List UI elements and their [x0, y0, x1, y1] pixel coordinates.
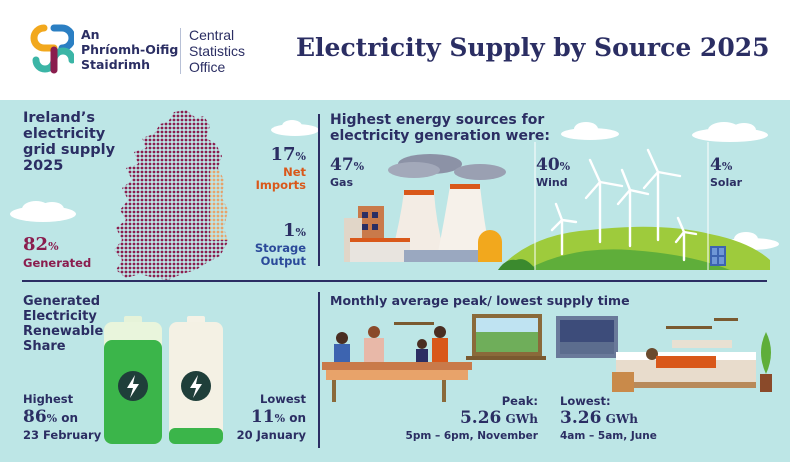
cloud-icon — [271, 120, 319, 136]
lowest-renewable-label: Lowest — [260, 392, 306, 406]
grid-heading-line-4: 2025 — [23, 158, 64, 174]
gas-value: 47 — [330, 155, 354, 175]
lowest-supply-stat: 3.26 GWh — [560, 408, 638, 428]
renewable-heading-line-2: Electricity — [23, 309, 97, 324]
lightning-icon — [127, 375, 139, 398]
battery-low-icon — [169, 316, 223, 444]
sources-heading-line-1: Highest energy sources for — [330, 112, 545, 128]
vertical-divider-bottom — [318, 292, 320, 448]
lowest-renewable-suffix: on — [285, 411, 306, 425]
header: An Phríomh-Oifig Staidrimh Central Stati… — [0, 0, 790, 100]
highest-suffix: on — [57, 411, 79, 425]
generated-label: Generated — [23, 256, 92, 270]
wind-label: Wind — [536, 176, 568, 189]
peak-label: Peak: — [501, 394, 538, 408]
net-imports-unit: % — [295, 150, 306, 163]
net-imports-label-line-1: Net — [283, 165, 306, 179]
lightning-icon — [190, 375, 202, 398]
storage-stat: 1% — [283, 220, 306, 241]
peak-value: 5.26 — [459, 408, 502, 428]
cso-logo-icon — [30, 24, 74, 74]
storage-label-line-2: Output — [260, 254, 306, 268]
cloud-icon — [692, 122, 768, 142]
lowest-supply-unit: GWh — [601, 412, 639, 426]
highest-label: Highest — [23, 392, 74, 406]
peak-time: 5pm – 6pm, November — [405, 430, 538, 442]
lowest-supply-time: 4am – 5am, June — [560, 430, 657, 442]
sources-heading: Highest energy sources for electricity g… — [330, 112, 550, 144]
org-english-line-1: Central — [189, 27, 235, 43]
storage-label: Storage Output — [255, 242, 306, 268]
bedroom-scene-icon — [556, 316, 772, 392]
grid-supply-heading: Ireland’s electricity grid supply 2025 — [23, 110, 115, 174]
wind-unit: % — [559, 160, 571, 173]
wind-stat: 40% — [536, 155, 570, 175]
page-title: Electricity Supply by Source 2025 — [296, 33, 770, 62]
kitchen-scene-icon — [322, 314, 546, 402]
monthly-heading: Monthly average peak/ lowest supply time — [330, 293, 630, 308]
net-imports-label: Net Imports — [256, 166, 306, 192]
solar-stat: 4% — [710, 155, 732, 175]
gas-unit: % — [353, 160, 365, 173]
lowest-supply-value: 3.26 — [560, 408, 602, 428]
highest-unit: % — [46, 412, 58, 425]
org-english-line-2: Statistics — [189, 43, 246, 59]
grid-heading-line-1: Ireland’s — [23, 110, 95, 126]
generated-unit: % — [48, 240, 59, 253]
vertical-divider-top — [318, 114, 320, 266]
solar-panel-icon — [710, 246, 726, 266]
org-name-irish: An Phríomh-Oifig Staidrimh — [81, 27, 178, 72]
cloud-icon — [10, 201, 76, 222]
lowest-renewable-date: 20 January — [236, 428, 306, 442]
solar-label: Solar — [710, 176, 743, 189]
ireland-map-icon — [114, 110, 228, 280]
cloud-icon — [561, 122, 619, 140]
org-irish-line-1: An — [81, 27, 100, 42]
battery-high-icon — [104, 316, 162, 444]
solar-value: 4 — [710, 155, 722, 175]
gas-stat: 47% — [330, 155, 364, 175]
header-divider — [180, 28, 181, 74]
lowest-renewable-unit: % — [274, 412, 286, 425]
wind-turbine-icon — [550, 148, 698, 262]
generated-value: 82 — [23, 234, 49, 255]
grid-heading-line-2: electricity — [23, 126, 106, 142]
highest-date: 23 February — [23, 428, 102, 442]
peak-unit: GWh — [501, 412, 538, 426]
storage-unit: % — [295, 226, 306, 239]
org-irish-line-3: Staidrimh — [81, 57, 151, 72]
storage-label-line-1: Storage — [254, 241, 306, 255]
gas-label: Gas — [330, 176, 353, 189]
net-imports-value: 17 — [270, 144, 296, 165]
renewable-heading-line-1: Generated — [23, 294, 101, 309]
org-irish-line-2: Phríomh-Oifig — [81, 42, 179, 57]
horizontal-divider — [22, 280, 767, 282]
peak-stat: 5.26 GWh — [460, 408, 538, 428]
highest-stat: 86% on — [23, 407, 78, 427]
renewable-heading-line-3: Renewable — [23, 324, 104, 339]
org-english-line-3: Office — [189, 59, 226, 75]
solar-unit: % — [721, 160, 733, 173]
generated-stat: 82% — [23, 234, 59, 255]
renewable-heading-line-4: Share — [23, 339, 66, 354]
net-imports-stat: 17% — [270, 144, 306, 165]
energy-landscape-illustration — [344, 142, 770, 270]
lowest-renewable-value: 11 — [250, 407, 275, 427]
lowest-renewable-stat: 11% on — [251, 407, 306, 427]
org-name-english: Central Statistics Office — [189, 27, 245, 75]
wind-value: 40 — [536, 155, 560, 175]
infographic-body: Ireland’s electricity grid supply 2025 — [0, 100, 790, 462]
sources-heading-line-2: electricity generation were: — [330, 128, 550, 144]
renewable-heading: Generated Electricity Renewable Share — [23, 294, 103, 354]
lowest-supply-label: Lowest: — [560, 394, 611, 408]
highest-value: 86 — [23, 407, 47, 427]
storage-value: 1 — [283, 220, 296, 241]
net-imports-label-line-2: Imports — [255, 178, 306, 192]
grid-heading-line-3: grid supply — [23, 142, 116, 158]
